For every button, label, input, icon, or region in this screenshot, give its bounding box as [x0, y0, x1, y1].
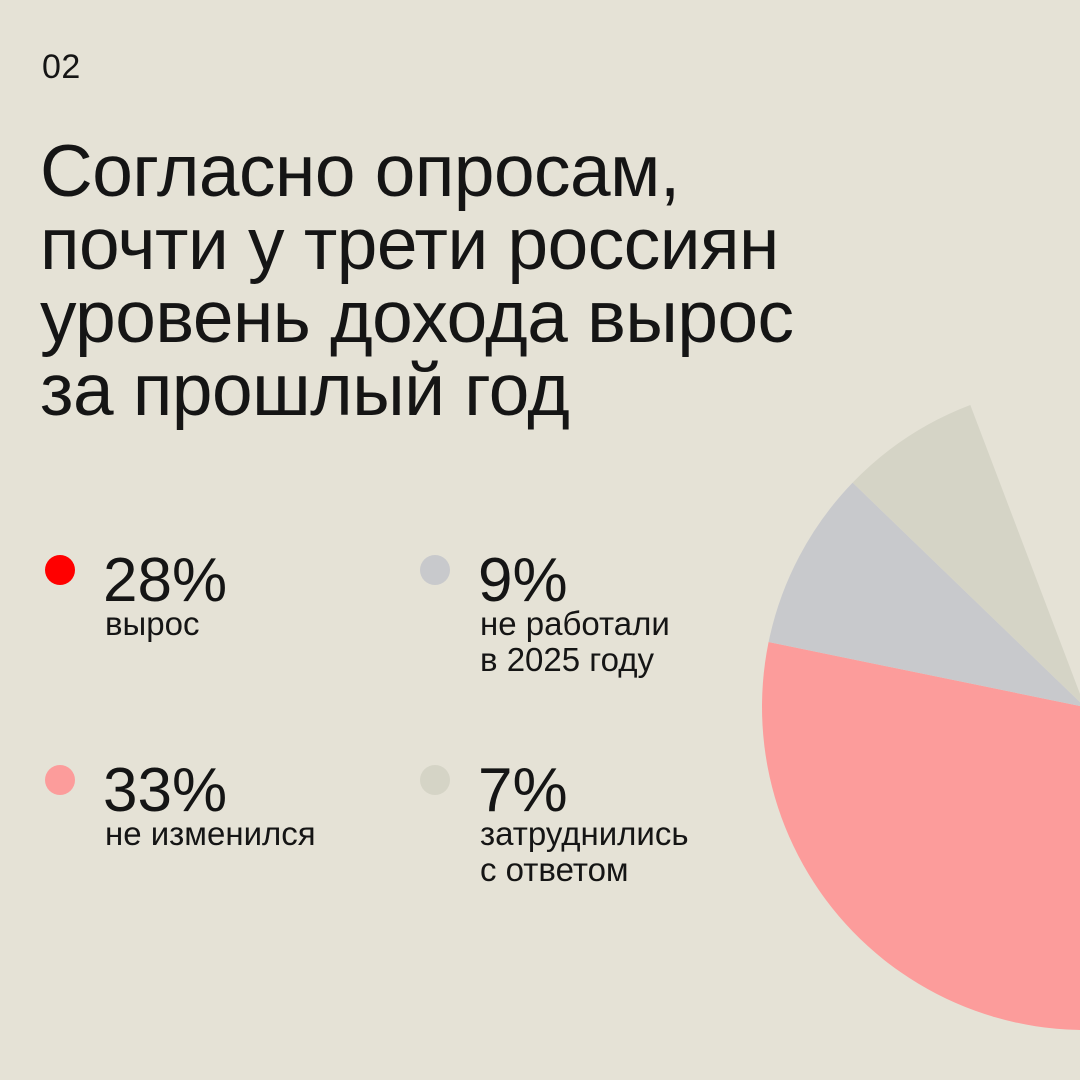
legend-caption-line: вырос [105, 605, 200, 642]
legend-value: 33% [103, 756, 228, 825]
legend-caption-line: в 2025 году [480, 641, 654, 678]
legend-caption-line: не изменился [105, 815, 316, 852]
pie-slice [852, 405, 1080, 703]
headline-line: уровень дохода вырос [40, 277, 794, 358]
legend-dot [420, 555, 450, 585]
legend-caption: не работали в 2025 году [480, 606, 670, 678]
legend-caption-line: затруднились [480, 815, 689, 852]
legend-caption: не изменился [105, 816, 316, 852]
legend-caption-line: не работали [480, 605, 670, 642]
page-number: 02 [42, 48, 81, 86]
legend-value: 28% [103, 546, 228, 615]
headline: Согласно опросам, почти у трети россиян … [40, 135, 794, 427]
legend-dot [420, 765, 450, 795]
legend-caption-line: с ответом [480, 851, 629, 888]
legend-caption: затруднились с ответом [480, 816, 689, 888]
pie-slice [762, 642, 1080, 1030]
headline-line: за прошлый год [40, 350, 570, 431]
headline-line: Согласно опросам, [40, 131, 680, 212]
legend-dot [45, 765, 75, 795]
headline-line: почти у трети россиян [40, 204, 779, 285]
legend-caption: вырос [105, 606, 199, 642]
pie-slice [768, 482, 1080, 706]
legend-value: 9% [478, 546, 568, 615]
legend-dot [45, 555, 75, 585]
legend-value: 7% [478, 756, 568, 825]
